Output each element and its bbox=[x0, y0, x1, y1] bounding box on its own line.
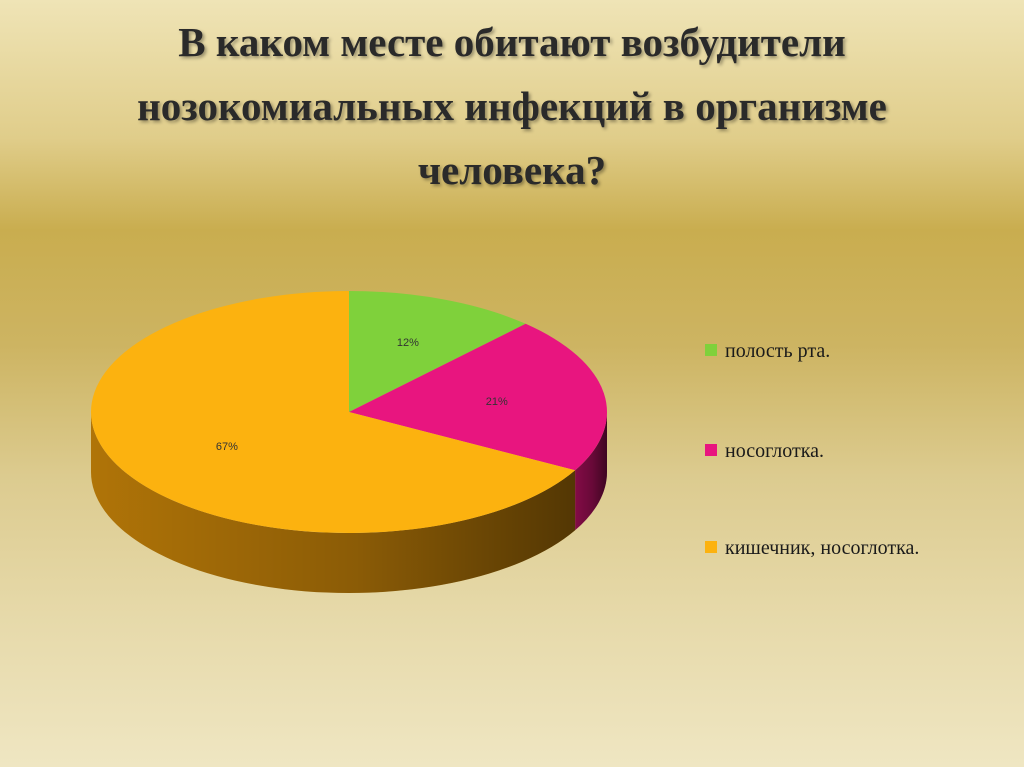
pie-slice-2 bbox=[90, 291, 576, 533]
pie-sides bbox=[90, 412, 607, 593]
legend-label-intestine-nasopharynx: кишечник, носоглотка. bbox=[725, 537, 920, 559]
title-line-1: В каком месте обитают возбудители bbox=[178, 19, 846, 65]
title-line-3: человека? bbox=[417, 147, 607, 193]
pie-side-shade-2 bbox=[90, 412, 576, 593]
pie-tops bbox=[90, 291, 607, 533]
legend-item-nasopharynx: носоглотка. bbox=[705, 440, 824, 463]
pie-slice-1 bbox=[349, 323, 607, 471]
slide-title: В каком месте обитают возбудители нозоко… bbox=[40, 10, 984, 202]
legend-swatch-oral-cavity bbox=[705, 344, 717, 356]
legend-swatch-nasopharynx bbox=[705, 444, 717, 456]
pie-labels: 12% 21% 67% bbox=[216, 337, 508, 453]
legend-label-oral-cavity: полость рта. bbox=[725, 340, 831, 362]
legend-label-nasopharynx: носоглотка. bbox=[725, 440, 825, 462]
pie-value-label-1: 21% bbox=[486, 396, 508, 408]
legend-swatch-intestine-nasopharynx bbox=[705, 541, 717, 553]
pie-value-label-2: 67% bbox=[216, 441, 238, 453]
legend-item-oral-cavity: полость рта. bbox=[705, 340, 830, 363]
pie-side-shade-1 bbox=[575, 412, 607, 531]
pie-value-label-0: 12% bbox=[397, 337, 419, 349]
pie-slice-0 bbox=[349, 291, 526, 412]
legend-item-intestine-nasopharynx: кишечник, носоглотка. bbox=[705, 537, 919, 560]
title-line-2: нозокомиальных инфекций в организме bbox=[137, 83, 887, 129]
